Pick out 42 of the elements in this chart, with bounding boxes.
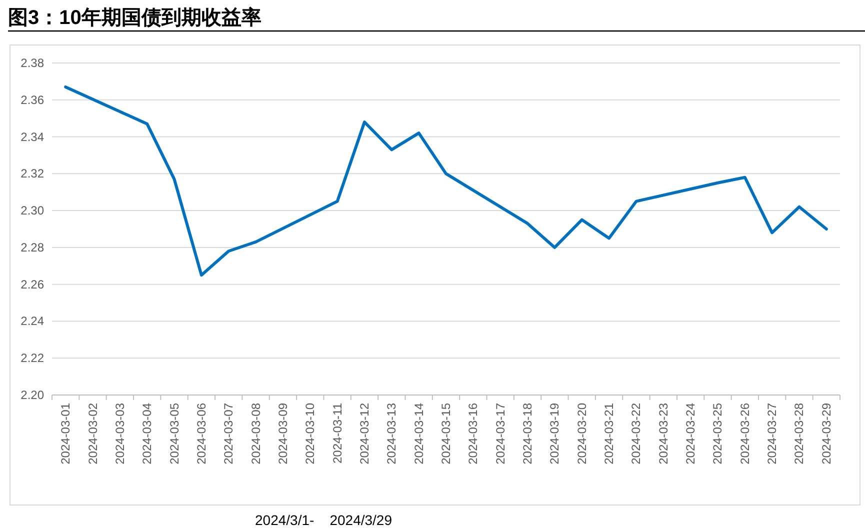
x-tick-label: 2024-03-02 (86, 402, 100, 464)
line-series (64, 85, 828, 277)
x-tick-label: 2024-03-15 (439, 402, 453, 464)
y-tick-label: 2.30 (20, 204, 44, 218)
x-tick-label: 2024-03-28 (792, 402, 806, 464)
y-tick-label: 2.32 (20, 166, 44, 181)
y-tick-label: 2.26 (20, 277, 44, 292)
x-tick-label: 2024-03-01 (58, 402, 73, 464)
x-tick-label: 2024-03-26 (738, 402, 752, 464)
x-tick-label: 2024-03-14 (412, 402, 426, 464)
x-tick-label: 2024-03-21 (602, 402, 616, 464)
x-tick-label: 2024-03-11 (330, 402, 344, 464)
x-tick-label: 2024-03-05 (167, 402, 182, 464)
x-tick-label: 2024-03-29 (819, 402, 834, 464)
x-tick-label: 2024-03-23 (656, 402, 670, 464)
y-tick-label: 2.36 (20, 92, 44, 107)
x-tick-label: 2024-03-08 (248, 402, 263, 464)
x-tick-label: 2024-03-10 (303, 402, 318, 464)
x-tick-label: 2024-03-22 (629, 402, 644, 464)
x-tick-label: 2024-03-27 (765, 402, 780, 464)
y-tick-label: 2.20 (20, 388, 44, 402)
x-tick-label: 2024-03-19 (548, 402, 562, 464)
x-tick-label: 2024-03-07 (222, 402, 236, 464)
x-tick-label: 2024-03-13 (384, 402, 399, 464)
y-tick-label: 2.22 (20, 351, 44, 366)
x-tick-label: 2024-03-18 (520, 402, 535, 464)
text: 2024/3/1- 2024/3/29 (255, 512, 392, 528)
x-tick-label: 2024-03-04 (140, 402, 154, 464)
x-tick-label: 2024-03-24 (684, 402, 698, 464)
y-tick-label: 2.24 (20, 314, 44, 328)
x-tick-label: 2024-03-17 (493, 402, 508, 464)
x-tick-label: 2024-03-03 (112, 402, 127, 464)
x-tick-label: 2024-03-25 (710, 402, 725, 464)
y-tick-label: 2.38 (20, 56, 44, 70)
x-tick-label: 2024-03-16 (466, 402, 480, 464)
x-tick-label: 2024-03-09 (276, 402, 290, 464)
y-tick-label: 2.28 (20, 240, 44, 254)
x-tick-label: 2024-03-06 (194, 402, 208, 464)
x-tick-label: 2024-03-12 (357, 402, 372, 464)
y-tick-label: 2.34 (20, 130, 44, 144)
x-tick-label: 2024-03-20 (574, 402, 589, 464)
chart-title: 图3：10年期国债到期收益率 (8, 6, 262, 29)
